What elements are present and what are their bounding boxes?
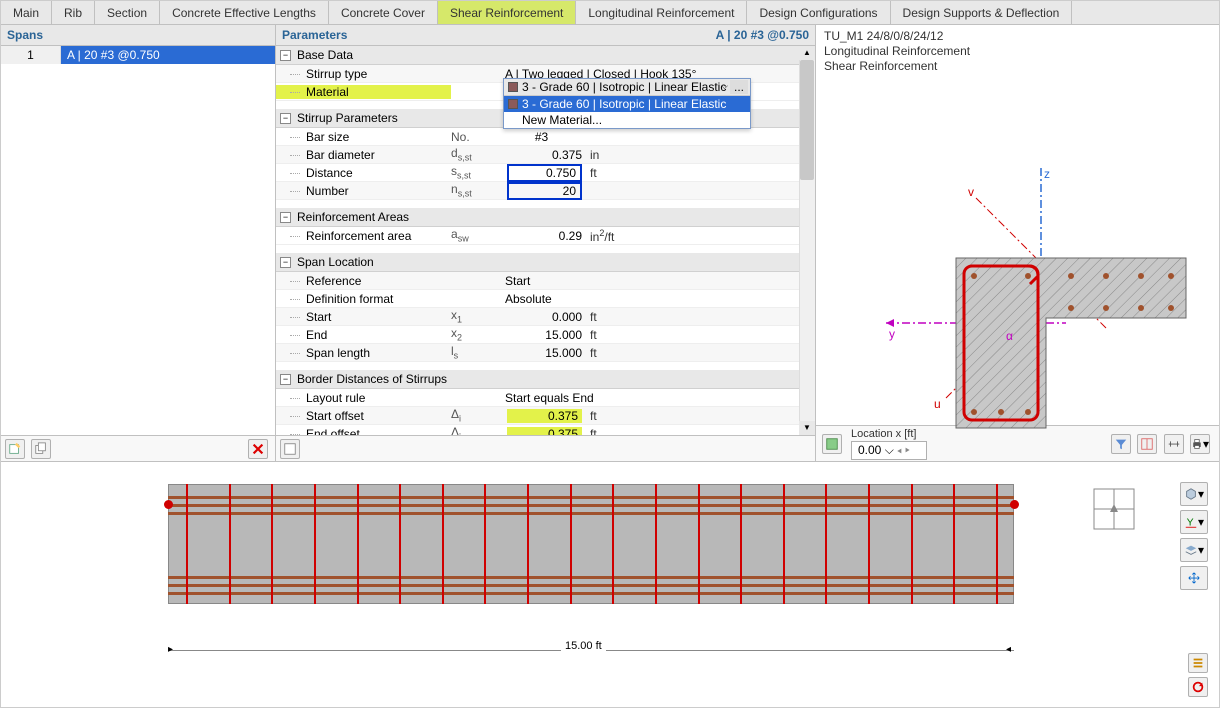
group-base-data[interactable]: − Base Data xyxy=(276,46,815,65)
expander-icon[interactable]: − xyxy=(280,374,291,385)
copy-span-icon[interactable] xyxy=(31,439,51,459)
material-dropdown[interactable]: 3 - Grade 60 | Isotropic | Linear Elasti… xyxy=(503,78,751,129)
value-distance: 0.750 xyxy=(507,164,582,182)
label-stirrup-type: Stirrup type xyxy=(276,67,451,81)
material-selected[interactable]: 3 - Grade 60 | Isotropic | Linear Elasti… xyxy=(504,79,750,96)
tab-shear-reinforcement[interactable]: Shear Reinforcement xyxy=(438,1,576,24)
value-start-offset: 0.375 xyxy=(507,409,582,423)
preview-line3: Shear Reinforcement xyxy=(824,59,1211,74)
params-subtitle: A | 20 #3 @0.750 xyxy=(716,28,809,42)
elevation-view[interactable]: ▸ ◂ 15.00 ft ▾ Y▾ ▾ xyxy=(1,461,1219,707)
params-tool-icon[interactable] xyxy=(280,439,300,459)
spans-title: Spans xyxy=(7,28,43,42)
expander-icon[interactable]: − xyxy=(280,257,291,268)
spans-panel: Spans 1 A | 20 #3 @0.750 xyxy=(1,25,276,461)
location-select[interactable]: 0.00 ⌵ ◂ ▸ xyxy=(851,441,927,460)
reset-view-icon[interactable] xyxy=(1188,677,1208,697)
view-cube-icon[interactable] xyxy=(1089,484,1139,534)
axis-y-icon[interactable]: Y▾ xyxy=(1180,510,1208,534)
tab-design-config[interactable]: Design Configurations xyxy=(747,1,890,24)
group-border-dist[interactable]: − Border Distances of Stirrups xyxy=(276,370,815,389)
tab-main[interactable]: Main xyxy=(1,1,52,24)
value-span-length[interactable]: 15.000 xyxy=(501,346,586,360)
value-def-format[interactable]: Absolute xyxy=(501,292,771,306)
value-end-offset: 0.375 xyxy=(507,427,582,436)
value-reference[interactable]: Start xyxy=(501,274,771,288)
tab-eff-lengths[interactable]: Concrete Effective Lengths xyxy=(160,1,329,24)
scroll-thumb[interactable] xyxy=(800,60,814,180)
tab-bar: Main Rib Section Concrete Effective Leng… xyxy=(1,1,1219,25)
value-bar-size[interactable]: #3 xyxy=(501,130,586,144)
tab-section[interactable]: Section xyxy=(95,1,160,24)
params-title: Parameters xyxy=(282,28,347,42)
value-layout-rule[interactable]: Start equals End xyxy=(501,391,771,405)
scroll-down-icon[interactable]: ▼ xyxy=(799,421,815,435)
new-span-icon[interactable] xyxy=(5,439,25,459)
list-icon[interactable] xyxy=(1188,653,1208,673)
value-number: 20 xyxy=(507,182,582,200)
tab-long-reinforcement[interactable]: Longitudinal Reinforcement xyxy=(576,1,747,24)
svg-text:u: u xyxy=(934,397,941,411)
material-swatch-icon xyxy=(508,82,518,92)
preview-title: TU_M1 24/8/0/8/24/12 xyxy=(824,29,1211,44)
preview-tool-icon[interactable] xyxy=(822,434,842,454)
label-material: Material xyxy=(276,85,451,99)
tab-cover[interactable]: Concrete Cover xyxy=(329,1,438,24)
parameters-panel: Parameters A | 20 #3 @0.750 − Base Data … xyxy=(276,25,816,461)
span-label: A | 20 #3 @0.750 xyxy=(61,46,275,64)
span-row[interactable]: 1 A | 20 #3 @0.750 xyxy=(1,46,275,64)
more-button[interactable]: ... xyxy=(730,80,748,94)
section-canvas[interactable]: z y u v xyxy=(816,78,1219,425)
node-start-icon xyxy=(164,500,173,509)
expander-icon[interactable]: − xyxy=(280,113,291,124)
scroll-up-icon[interactable]: ▲ xyxy=(799,46,815,60)
svg-text:Y: Y xyxy=(1187,517,1194,529)
svg-text:z: z xyxy=(1044,168,1050,181)
spans-list[interactable]: 1 A | 20 #3 @0.750 xyxy=(1,46,275,435)
view-3d-icon[interactable]: ▾ xyxy=(1180,482,1208,506)
value-span-start[interactable]: 0.000 xyxy=(501,310,586,324)
svg-text:v: v xyxy=(968,185,974,199)
material-option[interactable]: 3 - Grade 60 | Isotropic | Linear Elasti… xyxy=(504,96,750,112)
expander-icon[interactable]: − xyxy=(280,212,291,223)
node-end-icon xyxy=(1010,500,1019,509)
tab-supports-deflection[interactable]: Design Supports & Deflection xyxy=(891,1,1073,24)
scrollbar[interactable]: ▲ ▼ xyxy=(799,46,815,435)
svg-text:α: α xyxy=(1006,329,1013,343)
chevron-down-icon[interactable]: ⌵ xyxy=(721,81,728,92)
delete-span-icon[interactable] xyxy=(248,439,268,459)
preview-panel: TU_M1 24/8/0/8/24/12 Longitudinal Reinfo… xyxy=(816,25,1219,461)
new-material-option[interactable]: New Material... xyxy=(504,112,750,128)
group-span-location[interactable]: − Span Location xyxy=(276,253,815,272)
move-icon[interactable] xyxy=(1180,566,1208,590)
group-reinf-areas[interactable]: − Reinforcement Areas xyxy=(276,208,815,227)
expander-icon[interactable]: − xyxy=(280,50,291,61)
span-number: 1 xyxy=(1,46,61,64)
value-span-end[interactable]: 15.000 xyxy=(501,328,586,342)
beam-elevation xyxy=(168,484,1014,604)
preview-header: TU_M1 24/8/0/8/24/12 Longitudinal Reinfo… xyxy=(816,25,1219,78)
layers-icon[interactable]: ▾ xyxy=(1180,538,1208,562)
preview-line2: Longitudinal Reinforcement xyxy=(824,44,1211,59)
value-bar-diameter[interactable]: 0.375 xyxy=(501,148,586,162)
svg-text:y: y xyxy=(889,327,895,341)
tab-rib[interactable]: Rib xyxy=(52,1,95,24)
params-body: − Base Data Stirrup type A | Two legged … xyxy=(276,46,815,435)
section-drawing: z y u v xyxy=(886,168,1196,448)
params-header: Parameters A | 20 #3 @0.750 xyxy=(276,25,815,46)
spans-header: Spans xyxy=(1,25,275,46)
value-reinf-area[interactable]: 0.29 xyxy=(501,229,586,243)
material-swatch-icon xyxy=(508,99,518,109)
dimension-label: 15.00 ft xyxy=(561,640,606,652)
